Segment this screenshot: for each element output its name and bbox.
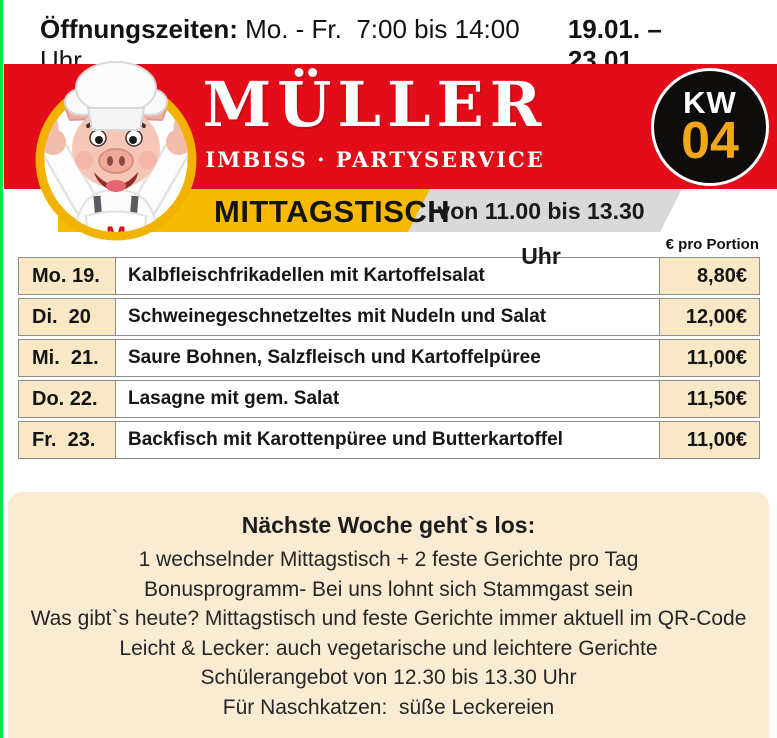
weekly-menu-table: Mo. 19. Kalbfleischfrikadellen mit Karto… [18, 257, 760, 459]
announcement-line: Was gibt`s heute? Mittagstisch und feste… [30, 607, 747, 630]
announcement-line: Schülerangebot von 12.30 bis 13.30 Uhr [200, 666, 577, 689]
announcements-title: Nächste Woche geht`s los: [241, 512, 536, 538]
announcement-line: Leicht & Lecker: auch vegetarische und l… [119, 636, 658, 660]
opening-hours-label: Öffnungszeiten: [40, 14, 238, 44]
calendar-week-badge: KW 04 [651, 68, 769, 186]
lunch-time-text: von 11.00 bis 13.30 Uhr [437, 198, 645, 269]
table-row: Di. 20 Schweinegeschnetzeltes mit Nudeln… [18, 298, 760, 336]
price-cell: 12,00€ [659, 299, 759, 335]
announcement-line: Bonusprogramm- Bei uns lohnt sich Stammg… [143, 577, 634, 601]
dish-cell: Saure Bohnen, Salzfleisch und Kartoffelp… [128, 347, 541, 368]
logo-monogram: M [106, 222, 126, 248]
day-cell: Do. 22. [19, 381, 116, 417]
dish-cell: Schweinegeschnetzeltes mit Nudeln und Sa… [128, 306, 547, 327]
chef-hat-icon [64, 61, 168, 131]
lunch-title: MITTAGSTISCH [214, 194, 451, 229]
day-cell: Di. 20 [19, 299, 116, 335]
dish-cell: Backfisch mit Karottenpüree und Butterka… [128, 429, 563, 450]
announcements-panel: Nächste Woche geht`s los: 1 wechselnder … [8, 492, 769, 738]
price-per-portion-label: € pro Portion [665, 236, 759, 253]
brand-name: MÜLLER [202, 68, 548, 141]
table-row: Mi. 21. Saure Bohnen, Salzfleisch und Ka… [18, 339, 760, 377]
opening-hours-text: Öffnungszeiten: Mo. - Fr. 7:00 bis 14:00… [40, 14, 568, 76]
calendar-week-number: 04 [681, 111, 739, 170]
calendar-week-label: KW [683, 85, 737, 121]
day-cell: Mo. 19. [19, 258, 116, 294]
pig-chef-logo-icon: M [35, 61, 197, 248]
table-row: Fr. 23. Backfisch mit Karottenpüree und … [18, 421, 760, 459]
price-cell: 11,00€ [659, 340, 759, 376]
opening-hours-value: Mo. - Fr. 7:00 bis 14:00 Uhr [40, 14, 527, 76]
announcement-line: Für Naschkatzen: süße Leckereien [222, 695, 555, 719]
price-cell: 11,50€ [659, 381, 759, 417]
day-cell: Fr. 23. [19, 422, 116, 458]
announcement-line: 1 wechselnder Mittagstisch + 2 feste Ger… [138, 548, 639, 571]
brand-subtitle: IMBISS · PARTYSERVICE [205, 147, 545, 172]
day-cell: Mi. 21. [19, 340, 116, 376]
price-cell: 8,80€ [659, 258, 759, 294]
table-row: Mo. 19. Kalbfleischfrikadellen mit Karto… [18, 257, 760, 295]
price-cell: 11,00€ [659, 422, 759, 458]
dish-cell: Kalbfleischfrikadellen mit Kartoffelsala… [128, 265, 485, 286]
dish-cell: Lasagne mit gem. Salat [128, 388, 340, 409]
table-row: Do. 22. Lasagne mit gem. Salat 11,50€ [18, 380, 760, 418]
screen-edge-artifact [0, 0, 3, 738]
